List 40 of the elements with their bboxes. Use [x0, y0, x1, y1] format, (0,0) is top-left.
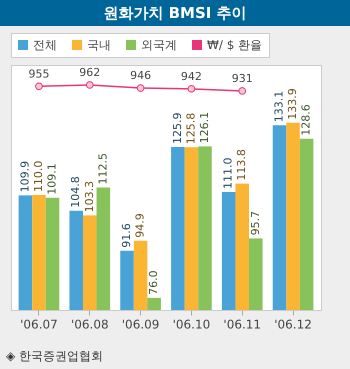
data-label: 91.6: [120, 223, 134, 248]
point: [35, 82, 43, 90]
data-label: 133.9: [286, 88, 300, 120]
chart-title: 원화가치 BMSI 추이: [0, 0, 350, 26]
data-label: 128.6: [300, 104, 313, 136]
data-label: 962: [79, 66, 100, 79]
data-label: 109.1: [46, 163, 59, 195]
x-tick-label: '06.09: [122, 318, 160, 332]
x-tick-label: '06.08: [70, 318, 109, 332]
x-tick-label: '06.11: [223, 318, 262, 332]
point: [238, 87, 246, 95]
point: [86, 81, 94, 89]
legend-label: 전체: [33, 38, 57, 52]
data-label: 942: [180, 70, 202, 83]
data-label: 110.0: [32, 160, 45, 192]
legend-label: 국내: [87, 38, 111, 52]
x-tick-label: '06.07: [20, 318, 58, 332]
legend-label: ₩/ $ 환율: [207, 38, 262, 52]
data-label: 95.7: [248, 210, 262, 236]
data-label: 109.9: [18, 160, 32, 192]
point: [136, 84, 144, 92]
x-tick-label: '06.12: [274, 318, 312, 332]
data-label: 113.8: [235, 149, 248, 181]
x-tick-label: '06.10: [172, 318, 210, 332]
data-label: 104.8: [69, 176, 82, 208]
point: [188, 84, 196, 93]
legend-label: 외국계: [141, 38, 177, 52]
data-label: 125.8: [184, 112, 198, 144]
data-label: 76.0: [147, 270, 160, 295]
data-label: 955: [28, 67, 50, 80]
data-label: 94.9: [134, 213, 147, 238]
data-label: 133.1: [272, 90, 286, 122]
data-label: 946: [130, 69, 152, 82]
data-label: 125.9: [170, 112, 184, 144]
data-label: 103.3: [82, 180, 96, 212]
text: ◈ 한국증권업협회: [6, 348, 104, 365]
data-label: 112.5: [96, 153, 110, 184]
data-label: 111.0: [222, 158, 235, 190]
data-label: 931: [232, 72, 253, 85]
data-label: 126.1: [198, 112, 211, 144]
